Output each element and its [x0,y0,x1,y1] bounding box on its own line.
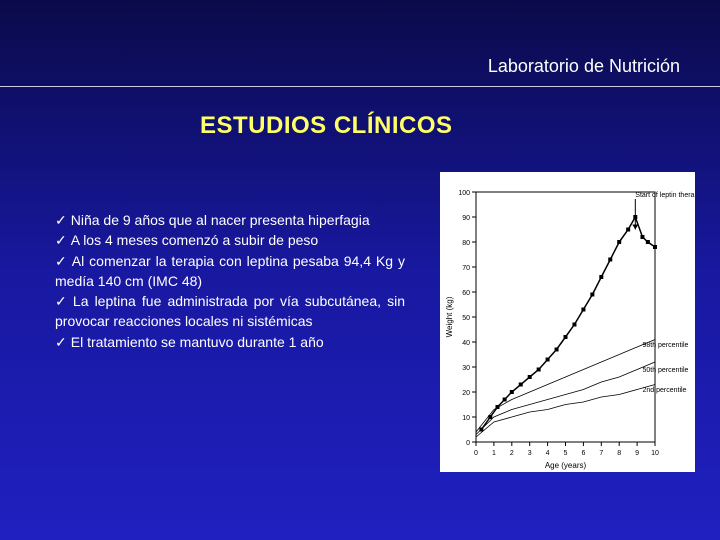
svg-text:30: 30 [462,365,470,372]
check-icon: ✓ [55,232,67,248]
svg-text:9: 9 [635,450,639,457]
check-icon: ✓ [55,212,67,228]
svg-text:10: 10 [651,450,659,457]
svg-text:2nd percentile: 2nd percentile [642,387,686,394]
svg-text:1: 1 [492,450,496,457]
svg-text:7: 7 [599,450,603,457]
svg-text:80: 80 [462,240,470,247]
svg-text:0: 0 [466,440,470,447]
svg-text:3: 3 [528,450,532,457]
svg-text:8: 8 [617,450,621,457]
slide-title: ESTUDIOS CLÍNICOS [200,112,453,140]
bullet-text: Niña de 9 años que al nacer presenta hip… [71,212,370,228]
svg-text:50th percentile: 50th percentile [642,367,688,374]
weight-chart: 0 10 20 30 40 50 60 70 80 90 100 0 1 2 3 4 5 6 7 8 9 10 Age (y… [440,172,695,472]
bullet-item: ✓La leptina fue administrada por vía sub… [55,291,405,332]
bullet-item: ✓A los 4 meses comenzó a subir de peso [55,230,405,250]
bullet-text: El tratamiento se mantuvo durante 1 año [71,334,324,350]
header-underline [0,86,720,87]
svg-text:20: 20 [462,390,470,397]
svg-text:10: 10 [462,415,470,422]
svg-text:90: 90 [462,215,470,222]
bullet-text: Al comenzar la terapia con leptina pesab… [55,253,405,289]
check-icon: ✓ [55,253,68,269]
lab-header: Laboratorio de Nutrición [488,56,680,77]
svg-text:2: 2 [510,450,514,457]
bullet-text: A los 4 meses comenzó a subir de peso [71,232,318,248]
check-icon: ✓ [55,334,67,350]
svg-text:Age (years): Age (years) [545,461,587,470]
bullet-item: ✓El tratamiento se mantuvo durante 1 año [55,332,405,352]
svg-text:40: 40 [462,340,470,347]
bullet-item: ✓Al comenzar la terapia con leptina pesa… [55,251,405,292]
svg-text:Start of leptin therapy: Start of leptin therapy [635,192,695,199]
svg-text:4: 4 [546,450,550,457]
bullet-item: ✓Niña de 9 años que al nacer presenta hi… [55,210,405,230]
check-icon: ✓ [55,293,69,309]
svg-text:0: 0 [474,450,478,457]
svg-text:70: 70 [462,265,470,272]
svg-text:60: 60 [462,290,470,297]
bullet-list: ✓Niña de 9 años que al nacer presenta hi… [55,210,405,352]
svg-text:98th percentile: 98th percentile [642,342,688,349]
bullet-text: La leptina fue administrada por vía subc… [55,293,405,329]
svg-text:Weight (kg): Weight (kg) [445,296,454,337]
chart-svg: 0 10 20 30 40 50 60 70 80 90 100 0 1 2 3 4 5 6 7 8 9 10 Age (y… [440,172,695,472]
svg-text:50: 50 [462,315,470,322]
svg-text:100: 100 [458,190,470,197]
svg-text:6: 6 [581,450,585,457]
svg-text:5: 5 [564,450,568,457]
